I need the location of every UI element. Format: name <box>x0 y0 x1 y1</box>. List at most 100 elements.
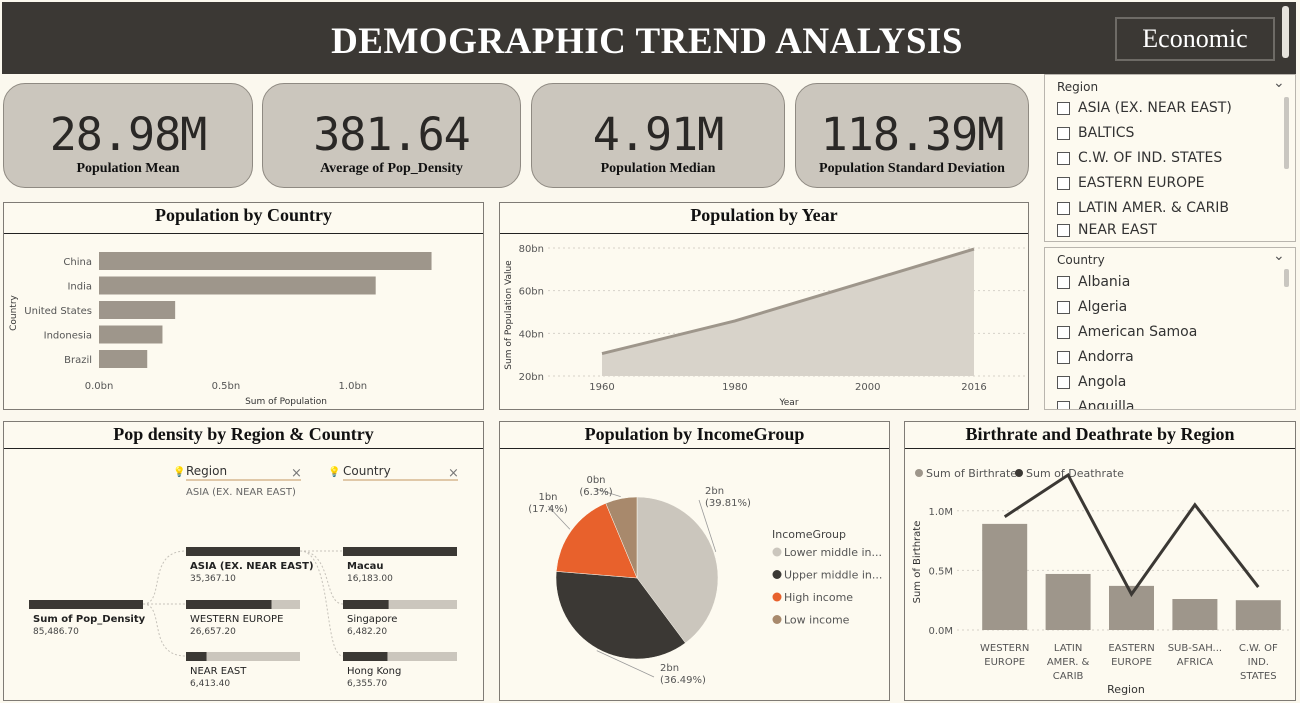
tick-label: 0.0bn <box>85 381 114 392</box>
root-label: Sum of Pop_Density <box>33 614 146 625</box>
slice-pct-label: (6.3%) <box>579 487 612 498</box>
root-bar <box>29 600 143 609</box>
legend-marker <box>1015 469 1023 477</box>
chevron-down-icon[interactable]: ⌄ <box>1273 248 1285 264</box>
checkbox[interactable] <box>1057 201 1070 215</box>
level-label: Country <box>343 464 391 478</box>
legend-marker <box>772 615 782 624</box>
country-bar <box>343 600 389 609</box>
checkbox[interactable] <box>1057 350 1070 364</box>
category-label: LATIN <box>1054 643 1082 654</box>
checkbox[interactable] <box>1057 176 1070 190</box>
country-option[interactable]: Andorra <box>1057 347 1197 367</box>
checkbox[interactable] <box>1057 126 1070 140</box>
region-slicer[interactable]: Region ⌄ ASIA (EX. NEAR EAST) BALTICS C.… <box>1044 74 1296 242</box>
checkbox[interactable] <box>1057 325 1070 339</box>
region-bar <box>186 652 207 661</box>
checkbox[interactable] <box>1057 400 1070 409</box>
root-value: 85,486.70 <box>33 627 79 637</box>
region-label: ASIA (EX. NEAR EAST) <box>190 561 314 572</box>
legend-title: IncomeGroup <box>772 528 846 541</box>
tick-label: 20bn <box>519 372 544 383</box>
region-label: WESTERN EUROPE <box>190 614 283 625</box>
title-divider <box>500 448 889 449</box>
country-option[interactable]: Anguilla <box>1057 397 1197 409</box>
title-divider <box>4 233 483 234</box>
region-option[interactable]: BALTICS <box>1057 123 1232 143</box>
category-label: C.W. OF <box>1239 643 1278 654</box>
country-bar <box>343 547 457 556</box>
panel-title: Pop density by Region & Country <box>113 424 374 444</box>
kpi-value: 118.39M <box>820 108 1005 161</box>
region-bar <box>186 600 272 609</box>
panel-birthrate-deathrate: Birthrate and Deathrate by Region Sum of… <box>904 421 1296 701</box>
country-bar-track <box>343 652 457 661</box>
country-option-label: Albania <box>1078 274 1131 290</box>
region-option[interactable]: C.W. OF IND. STATES <box>1057 148 1232 168</box>
category-label: AFRICA <box>1177 657 1213 668</box>
decomposition-tree[interactable]: 💡 Region ×ASIA (EX. NEAR EAST)💡 Country ×Sum… <box>4 450 483 700</box>
title-divider <box>500 233 1028 234</box>
tick-label: 2016 <box>961 382 986 393</box>
connector <box>142 603 187 657</box>
category-label: WESTERN <box>980 643 1029 654</box>
pie-slice <box>605 496 638 579</box>
checkbox[interactable] <box>1057 375 1070 389</box>
lightbulb-icon: 💡 <box>328 465 340 478</box>
tick-label: 1.0M <box>928 507 953 518</box>
tick-label: 60bn <box>519 287 544 298</box>
header-scrollbar[interactable] <box>1282 6 1289 58</box>
region-option[interactable]: LATIN AMER. & CARIB <box>1057 198 1232 218</box>
checkbox[interactable] <box>1057 101 1070 115</box>
region-bar-track <box>186 652 300 661</box>
tick-label: 0.0M <box>928 626 953 637</box>
y-axis-label: Country <box>9 294 19 330</box>
panel-population-by-country: Population by Country China India United S… <box>3 202 484 410</box>
connector <box>299 550 344 605</box>
bar <box>99 252 432 270</box>
country-option-label: Angola <box>1078 374 1127 390</box>
bar <box>1172 599 1218 630</box>
country-option[interactable]: Angola <box>1057 372 1197 392</box>
region-option-label: C.W. OF IND. STATES <box>1078 150 1223 166</box>
checkbox[interactable] <box>1057 275 1070 289</box>
region-value: 35,367.10 <box>190 574 236 584</box>
region-option[interactable]: NEAR EAST <box>1057 223 1232 237</box>
category-label: CARIB <box>1053 671 1084 682</box>
kpi-card-population-mean: 28.98M Population Mean <box>3 83 253 188</box>
pie-slice <box>636 496 719 644</box>
y-axis-label: Sum of Population Value <box>504 260 514 370</box>
legend-marker <box>772 547 782 557</box>
economic-button[interactable]: Economic <box>1115 17 1275 61</box>
checkbox[interactable] <box>1057 223 1070 237</box>
region-option[interactable]: EASTERN EUROPE <box>1057 173 1232 193</box>
kpi-value: 4.91M <box>592 108 724 161</box>
chevron-down-icon[interactable]: ⌄ <box>1273 75 1285 91</box>
area-fill <box>602 249 974 376</box>
country-option[interactable]: Algeria <box>1057 297 1197 317</box>
country-slicer-scrollbar[interactable] <box>1284 269 1289 287</box>
legend-label: High income <box>784 591 853 604</box>
category-label: AMER. & <box>1047 657 1090 668</box>
country-option[interactable]: Albania <box>1057 272 1197 292</box>
panel-population-by-incomegroup: Population by IncomeGroup 2bn (39.81%) 2bn… <box>499 421 890 701</box>
region-option[interactable]: ASIA (EX. NEAR EAST) <box>1057 98 1232 118</box>
region-slicer-label: Region <box>1057 80 1099 94</box>
country-label: Hong Kong <box>347 666 401 677</box>
country-option[interactable]: American Samoa <box>1057 322 1197 342</box>
tick-label: 0.5M <box>928 566 953 577</box>
checkbox[interactable] <box>1057 300 1070 314</box>
country-slicer-list: Albania Algeria American Samoa Andorra A… <box>1057 272 1197 409</box>
country-slicer-label: Country <box>1057 253 1105 267</box>
country-option-label: Andorra <box>1078 349 1134 365</box>
bar <box>1045 573 1091 630</box>
checkbox[interactable] <box>1057 151 1070 165</box>
region-slicer-scrollbar[interactable] <box>1284 97 1289 169</box>
tick-label: 40bn <box>519 329 544 340</box>
bar <box>99 350 148 368</box>
slice-pct-label: (36.49%) <box>660 675 706 686</box>
country-slicer[interactable]: Country ⌄ Albania Algeria American Samoa… <box>1044 247 1296 410</box>
country-label: Singapore <box>347 614 397 625</box>
kpi-label: Population Standard Deviation <box>819 161 1005 176</box>
income-pie-chart: 2bn(39.81%)2bn(36.49%)1bn(17.4%)0bn(6.3%… <box>528 475 882 686</box>
